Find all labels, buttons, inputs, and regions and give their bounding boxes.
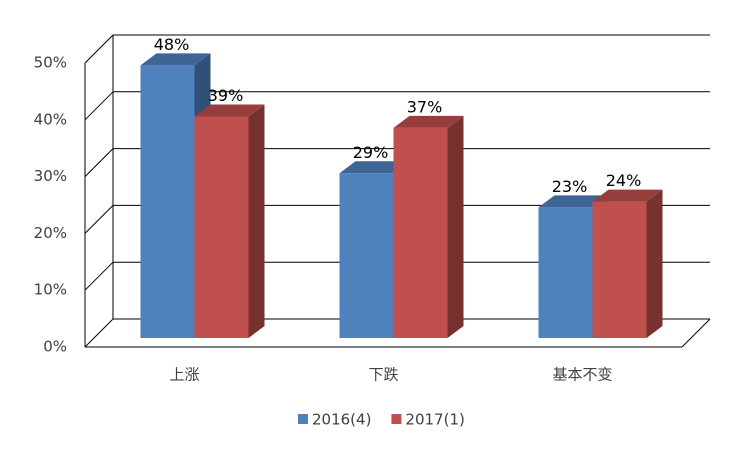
bar-face [592, 201, 647, 338]
grid-line [84, 261, 114, 291]
bar [194, 104, 265, 338]
bar-face [538, 195, 609, 208]
bar-face [592, 189, 663, 202]
grid-line [84, 318, 114, 348]
legend-label: 2016(4) [312, 411, 371, 429]
y-tick-label: 10% [34, 281, 67, 299]
value-label: 24% [606, 171, 642, 190]
grid-line [84, 34, 114, 64]
bar [393, 115, 464, 338]
grid-line [84, 91, 114, 121]
bar-face [393, 115, 464, 128]
value-label: 37% [407, 97, 443, 116]
value-label: 48% [154, 35, 190, 54]
x-tick-label: 基本不变 [552, 366, 612, 384]
bar-face [194, 116, 249, 338]
y-tick-label: 30% [34, 167, 67, 185]
bar-face [140, 53, 211, 66]
axis-line [681, 318, 711, 348]
bar-face [248, 104, 265, 338]
bar-face [393, 127, 448, 338]
bar-face [538, 207, 593, 338]
y-tick-label: 40% [34, 110, 67, 128]
legend-label: 2017(1) [405, 411, 464, 429]
grid-line [84, 148, 114, 177]
y-tick-label: 0% [43, 338, 67, 356]
value-label: 39% [208, 86, 244, 105]
y-tick-label: 50% [34, 54, 67, 72]
x-tick-label: 上涨 [169, 366, 199, 384]
bar [592, 189, 663, 338]
bar-face [194, 104, 265, 117]
bar-face [339, 173, 394, 338]
bar-face [646, 189, 663, 338]
bar-face [447, 115, 464, 338]
legend-swatch [298, 414, 308, 424]
value-label: 23% [552, 177, 588, 196]
grid-line [84, 205, 114, 234]
legend-swatch [391, 414, 402, 424]
y-tick-label: 20% [34, 224, 67, 242]
bar-face [339, 161, 410, 174]
bar-face [140, 65, 195, 339]
value-label: 29% [353, 143, 389, 162]
x-tick-label: 下跌 [368, 366, 398, 384]
